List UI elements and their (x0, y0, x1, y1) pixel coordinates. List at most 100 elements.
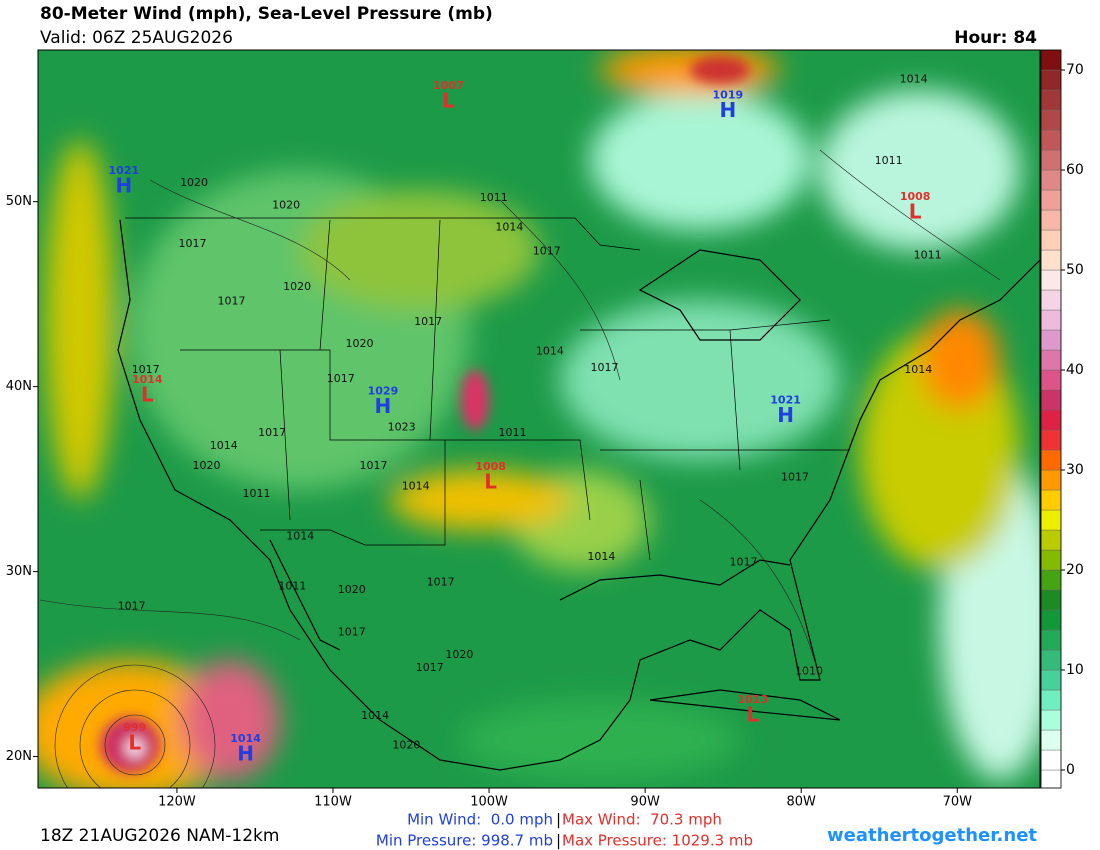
separator: | (556, 832, 561, 850)
isobar-label: 1020 (445, 648, 473, 661)
colorbar-bin (1040, 209, 1062, 231)
center-symbol: H (375, 394, 392, 418)
colorbar-bin (1040, 629, 1062, 651)
colorbar-bin (1040, 529, 1062, 551)
colorbar-bin (1040, 149, 1062, 171)
colorbar-bin (1040, 189, 1062, 211)
isobar-label: 1017 (360, 459, 388, 472)
center-pressure: 1021 (770, 394, 801, 407)
isobar-label: 1014 (536, 344, 564, 357)
isobar-label: 1020 (193, 459, 221, 472)
borders (125, 217, 850, 561)
colorbar-bin (1040, 469, 1062, 491)
isobar-label: 1014 (286, 529, 314, 542)
colorbar-bin (1040, 229, 1062, 251)
colorbar-bin (1040, 569, 1062, 591)
colorbar-bin (1040, 609, 1062, 631)
colorbar: 0 10 20 30 40 50 60 70 (1040, 49, 1084, 789)
center-symbol: H (719, 98, 736, 122)
x-tick-label: 90W (630, 795, 660, 810)
center-symbol: L (909, 200, 922, 224)
colorbar-bin (1040, 549, 1062, 571)
colorbar-tick-label: 30 (1066, 462, 1084, 478)
wind-maxima (100, 56, 750, 773)
colorbar-bin (1040, 589, 1062, 611)
isobar-label: 1020 (338, 583, 366, 596)
y-tick-label: 20N (6, 749, 32, 764)
isobar-label: 1017 (416, 661, 444, 674)
colorbar-bin (1040, 429, 1062, 451)
min-wind: Min Wind: 0.0 mph (407, 811, 553, 829)
center-pressure: 1021 (109, 164, 140, 177)
y-tick-label: 50N (6, 194, 32, 209)
colorbar-bin (1040, 169, 1062, 191)
isobar-labels: 1020102010171020101710171020101710171017… (118, 73, 942, 752)
center-symbol: H (237, 742, 254, 766)
isobar-label: 1017 (338, 626, 366, 639)
isobar-label: 1017 (427, 576, 455, 589)
isobar-label: 1020 (272, 198, 300, 211)
map-axes: 120W 110W 100W 90W 80W 70W 20N 30N 40N 50N (6, 194, 972, 809)
center-pressure: 1029 (368, 384, 399, 397)
center-pressure: 1014 (132, 373, 163, 386)
isobar-label: 1011 (914, 248, 942, 261)
isobar-label: 1020 (283, 280, 311, 293)
isobar-label: 1017 (258, 426, 286, 439)
isobar-label: 1017 (781, 470, 809, 483)
site-name: weathertogether.net (827, 825, 1037, 846)
model-run: 18Z 21AUG2026 NAM-12km (40, 826, 279, 846)
x-tick-label: 80W (787, 795, 817, 810)
map-frame (37, 49, 1041, 789)
isobar-label: 1011 (875, 154, 903, 167)
colorbar-bin (1040, 309, 1062, 331)
colorbar-tick-label: 60 (1066, 162, 1084, 178)
isobars (39, 149, 1001, 788)
colorbar-bin (1040, 269, 1062, 291)
isobar-label: 1017 (118, 600, 146, 613)
colorbar-bin (1040, 749, 1062, 771)
center-pressure: 1014 (230, 732, 261, 745)
colorbar-bin (1040, 89, 1062, 111)
isobar-label: 1011 (243, 487, 271, 500)
x-tick-label: 100W (470, 795, 508, 810)
separator: | (556, 811, 561, 829)
isobar-label: 1020 (346, 337, 374, 350)
isobar-label: 1017 (729, 555, 757, 568)
y-tick-label: 30N (6, 564, 32, 579)
center-pressure: 1007 (433, 79, 464, 92)
isobar-label: 1014 (361, 709, 389, 722)
center-symbol: H (115, 174, 132, 198)
max-wind: Max Wind: 70.3 mph (562, 811, 722, 829)
colorbar-bin (1040, 329, 1062, 351)
colorbar-bin (1040, 69, 1062, 91)
center-pressure: 999 (123, 721, 146, 734)
isobar-label: 1017 (327, 372, 355, 385)
isobar-label: 1017 (533, 245, 561, 258)
colorbar-tick-label: 20 (1066, 562, 1084, 578)
isobar-label: 1014 (402, 480, 430, 493)
y-tick-label: 40N (6, 379, 32, 394)
center-pressure: 1013 (738, 693, 769, 706)
colorbar-bin (1040, 349, 1062, 371)
map-field: 1020102010171020101710171020101710171017… (38, 50, 1040, 788)
center-symbol: L (746, 703, 759, 727)
colorbar-tick-label: 0 (1066, 762, 1075, 778)
isobar-label: 1017 (591, 361, 619, 374)
title: 80-Meter Wind (mph), Sea-Level Pressure … (40, 4, 493, 24)
isobar-label: 1011 (498, 426, 526, 439)
colorbar-bin (1040, 129, 1062, 151)
colorbar-bin (1040, 369, 1062, 391)
colorbar-tick-label: 40 (1066, 362, 1084, 378)
isobar-label: 1014 (904, 363, 932, 376)
